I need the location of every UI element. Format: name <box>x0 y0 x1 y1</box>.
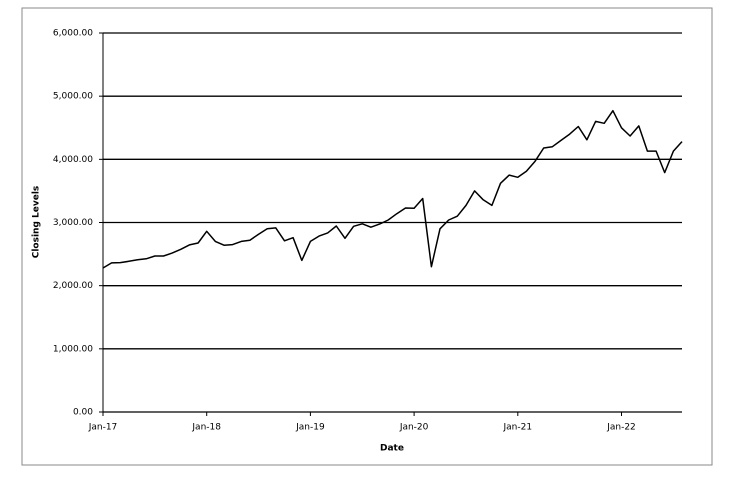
y-tick-label: 1,000.00 <box>53 344 93 354</box>
x-tick-label: Jan-17 <box>88 423 118 433</box>
y-tick-label: 0.00 <box>73 408 93 418</box>
x-tick-label: Jan-18 <box>191 423 221 433</box>
x-tick-label: Jan-21 <box>503 423 533 433</box>
x-tick-label: Jan-20 <box>399 423 429 433</box>
y-tick-label: 4,000.00 <box>53 155 93 165</box>
y-tick-label: 6,000.00 <box>53 29 93 39</box>
line-series <box>102 109 683 269</box>
y-tick-label: 5,000.00 <box>53 92 93 102</box>
x-axis-title: Date <box>380 444 404 454</box>
x-tick-label: Jan-19 <box>295 423 325 433</box>
x-tick-label: Jan-22 <box>606 423 636 433</box>
y-tick-label: 2,000.00 <box>53 281 93 291</box>
y-axis-title: Closing Levels <box>32 186 42 259</box>
chart-frame <box>21 7 713 466</box>
y-tick-label: 3,000.00 <box>53 218 93 228</box>
